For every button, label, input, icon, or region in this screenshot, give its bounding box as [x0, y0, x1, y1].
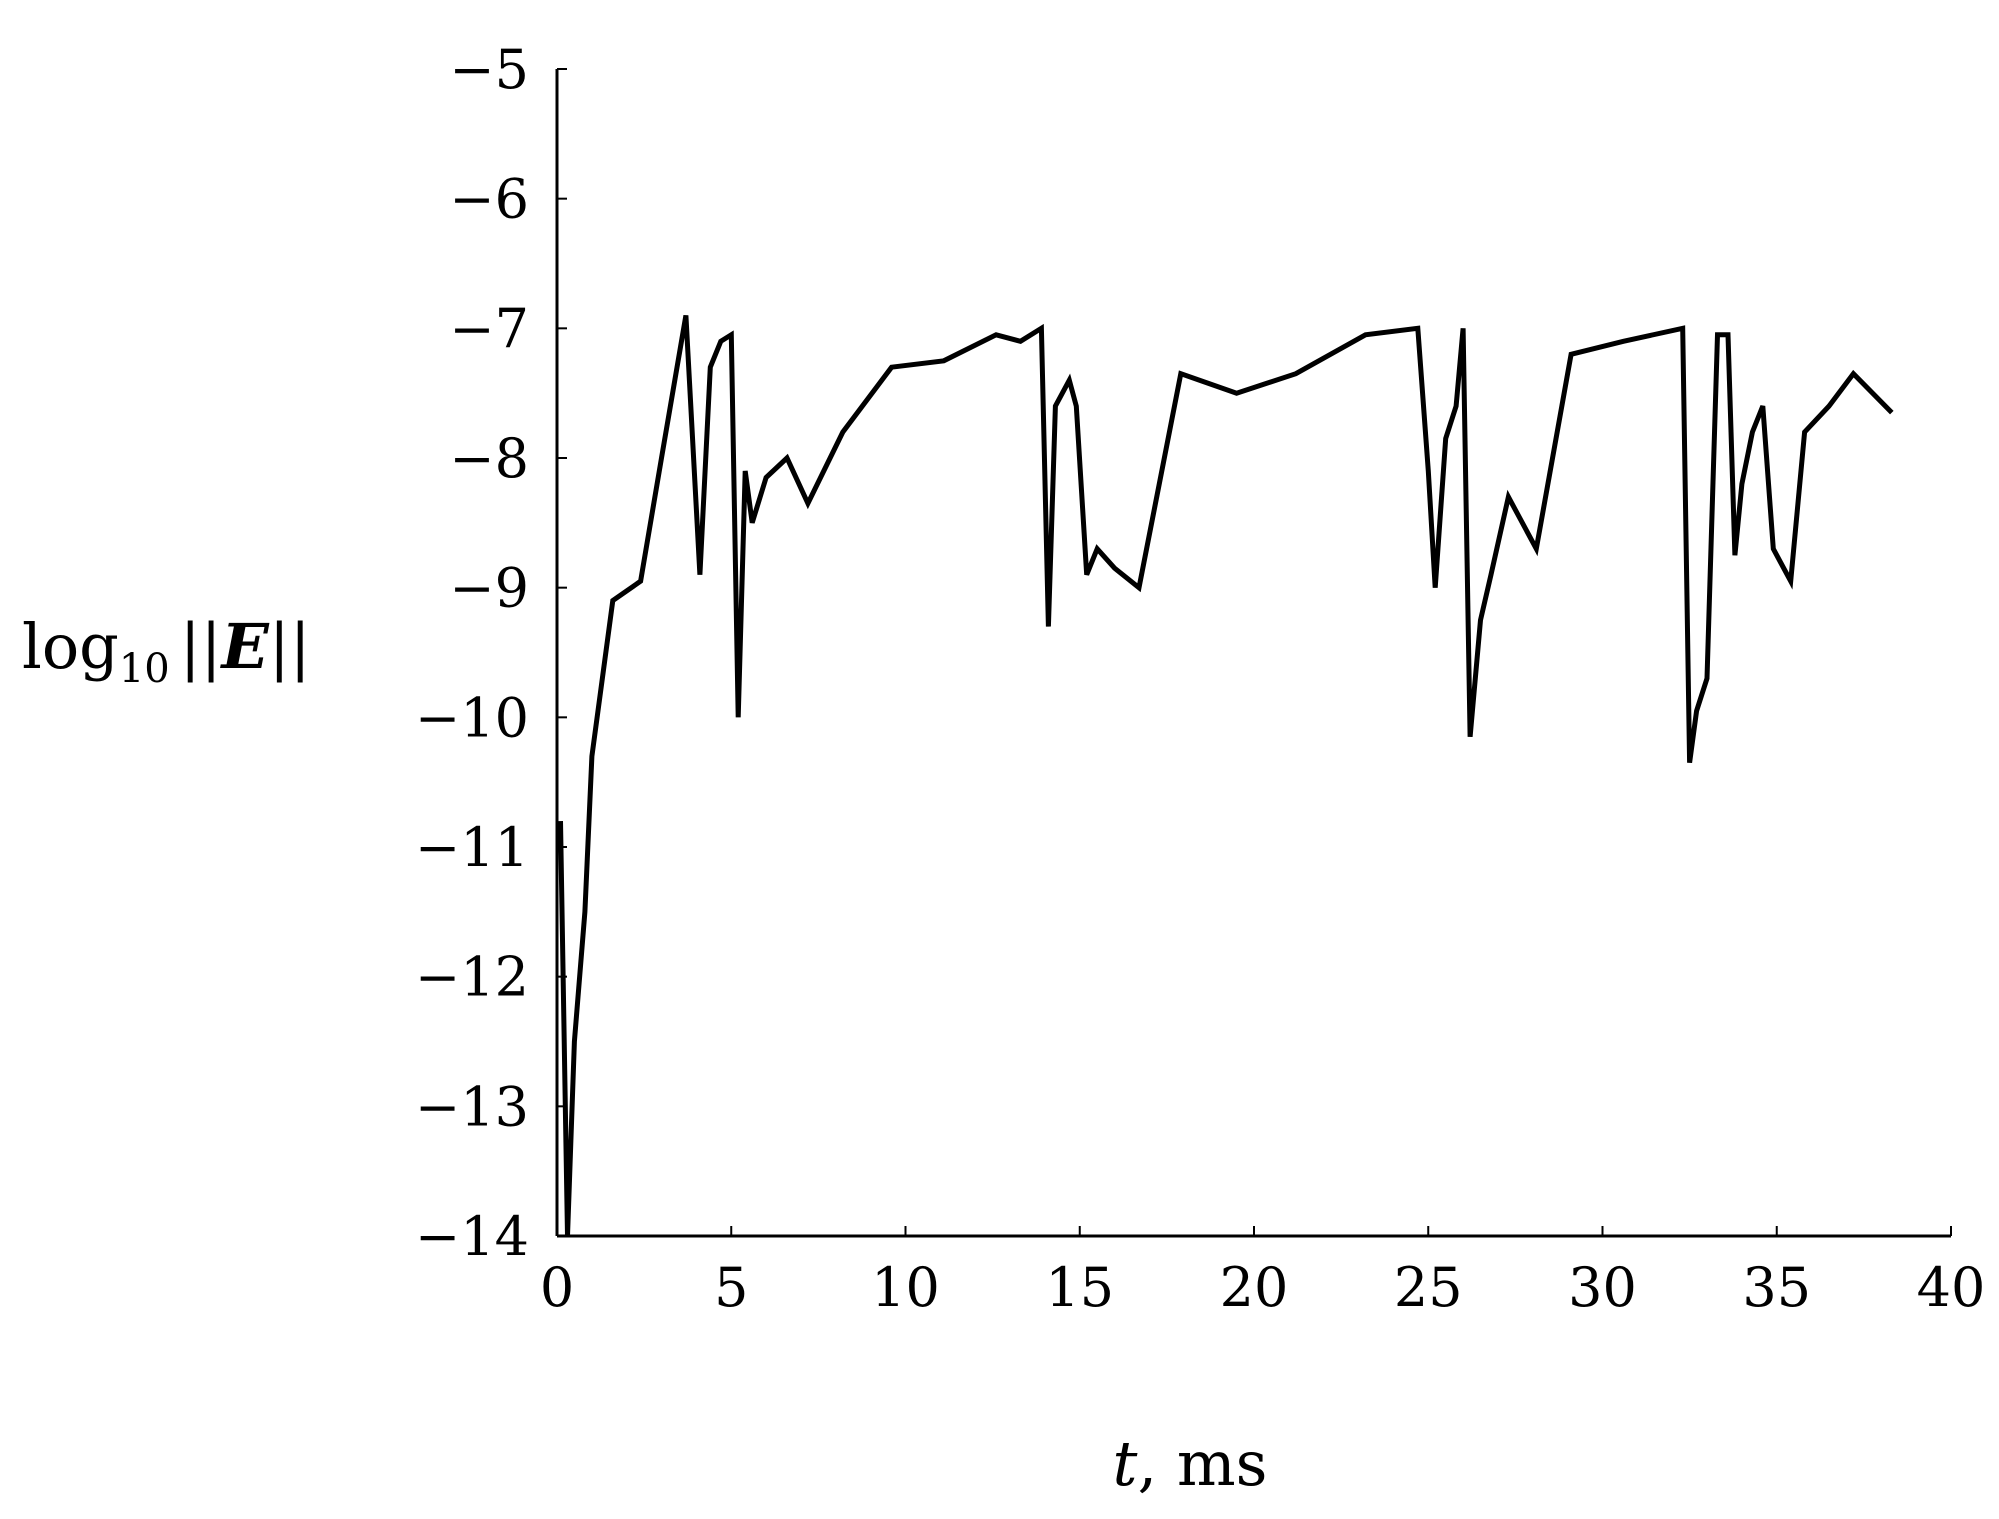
x-axis-label: t, ms	[1113, 1427, 1268, 1500]
ticks: 0 5 10 15 20 25 30 35 40 −5 −6 −7 −8 −9 −10 −11 −12 −13 −1…	[415, 38, 1985, 1319]
y-tick-label: −7	[449, 297, 529, 360]
y-tick-label: −9	[449, 557, 529, 620]
x-tick-label: 15	[1045, 1256, 1114, 1319]
y-axis-label: log10 ||E||	[22, 610, 311, 692]
y-tick-label: −12	[415, 946, 529, 1009]
series-line	[558, 314, 1894, 1237]
x-tick-label: 0	[540, 1256, 574, 1319]
x-tick-label: 5	[714, 1256, 748, 1319]
series-layer	[558, 314, 1894, 1237]
y-tick-label: −6	[449, 168, 529, 231]
x-tick-label: 10	[871, 1256, 940, 1319]
y-tick-label: −8	[449, 427, 529, 490]
x-tick-label: 40	[1917, 1256, 1986, 1319]
x-tick-label: 35	[1742, 1256, 1811, 1319]
y-tick-label: −14	[415, 1205, 529, 1268]
x-tick-label: 25	[1394, 1256, 1463, 1319]
y-tick-label: −5	[449, 38, 529, 101]
y-tick-label: −13	[415, 1075, 529, 1138]
y-tick-label: −11	[415, 816, 529, 879]
axes	[555, 69, 1951, 1238]
x-tick-label: 20	[1220, 1256, 1289, 1319]
x-tick-label: 30	[1568, 1256, 1637, 1319]
y-tick-label: −10	[415, 686, 529, 749]
